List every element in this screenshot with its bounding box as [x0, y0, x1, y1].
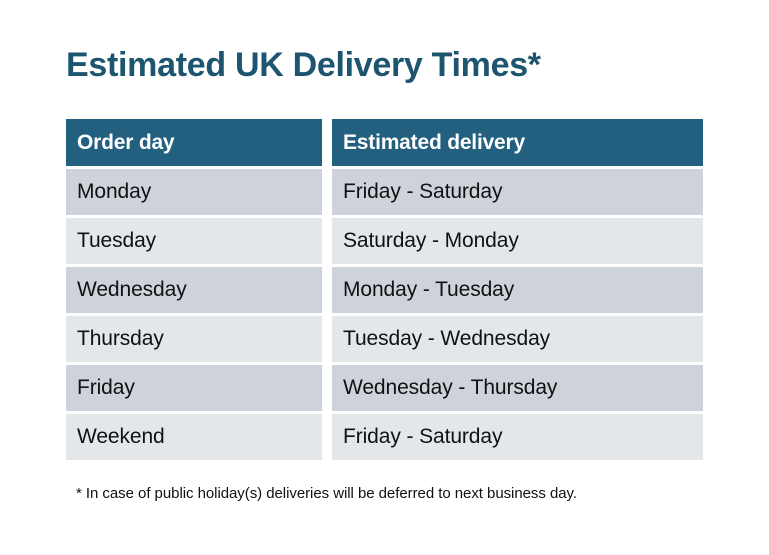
cell-order-day: Weekend: [66, 414, 322, 460]
table-row: Wednesday Monday - Tuesday: [66, 267, 703, 313]
table-header-row: Order day Estimated delivery: [66, 119, 703, 166]
footnote-text: * In case of public holiday(s) deliverie…: [76, 485, 577, 502]
table-row: Thursday Tuesday - Wednesday: [66, 316, 703, 362]
cell-estimated-delivery: Saturday - Monday: [332, 218, 703, 264]
page-title: Estimated UK Delivery Times*: [66, 46, 541, 84]
column-gap: [322, 119, 332, 166]
cell-order-day: Wednesday: [66, 267, 322, 313]
table-row: Friday Wednesday - Thursday: [66, 365, 703, 411]
column-gap: [322, 169, 332, 215]
cell-order-day: Tuesday: [66, 218, 322, 264]
column-header-order-day: Order day: [66, 119, 322, 166]
column-gap: [322, 365, 332, 411]
column-gap: [322, 267, 332, 313]
column-gap: [322, 218, 332, 264]
cell-estimated-delivery: Tuesday - Wednesday: [332, 316, 703, 362]
cell-estimated-delivery: Friday - Saturday: [332, 414, 703, 460]
delivery-times-table: Order day Estimated delivery Monday Frid…: [66, 119, 703, 460]
cell-order-day: Friday: [66, 365, 322, 411]
cell-order-day: Monday: [66, 169, 322, 215]
table-row: Weekend Friday - Saturday: [66, 414, 703, 460]
cell-estimated-delivery: Wednesday - Thursday: [332, 365, 703, 411]
cell-order-day: Thursday: [66, 316, 322, 362]
cell-estimated-delivery: Friday - Saturday: [332, 169, 703, 215]
column-gap: [322, 414, 332, 460]
column-header-estimated-delivery: Estimated delivery: [332, 119, 703, 166]
table-row: Monday Friday - Saturday: [66, 169, 703, 215]
table-row: Tuesday Saturday - Monday: [66, 218, 703, 264]
column-gap: [322, 316, 332, 362]
cell-estimated-delivery: Monday - Tuesday: [332, 267, 703, 313]
